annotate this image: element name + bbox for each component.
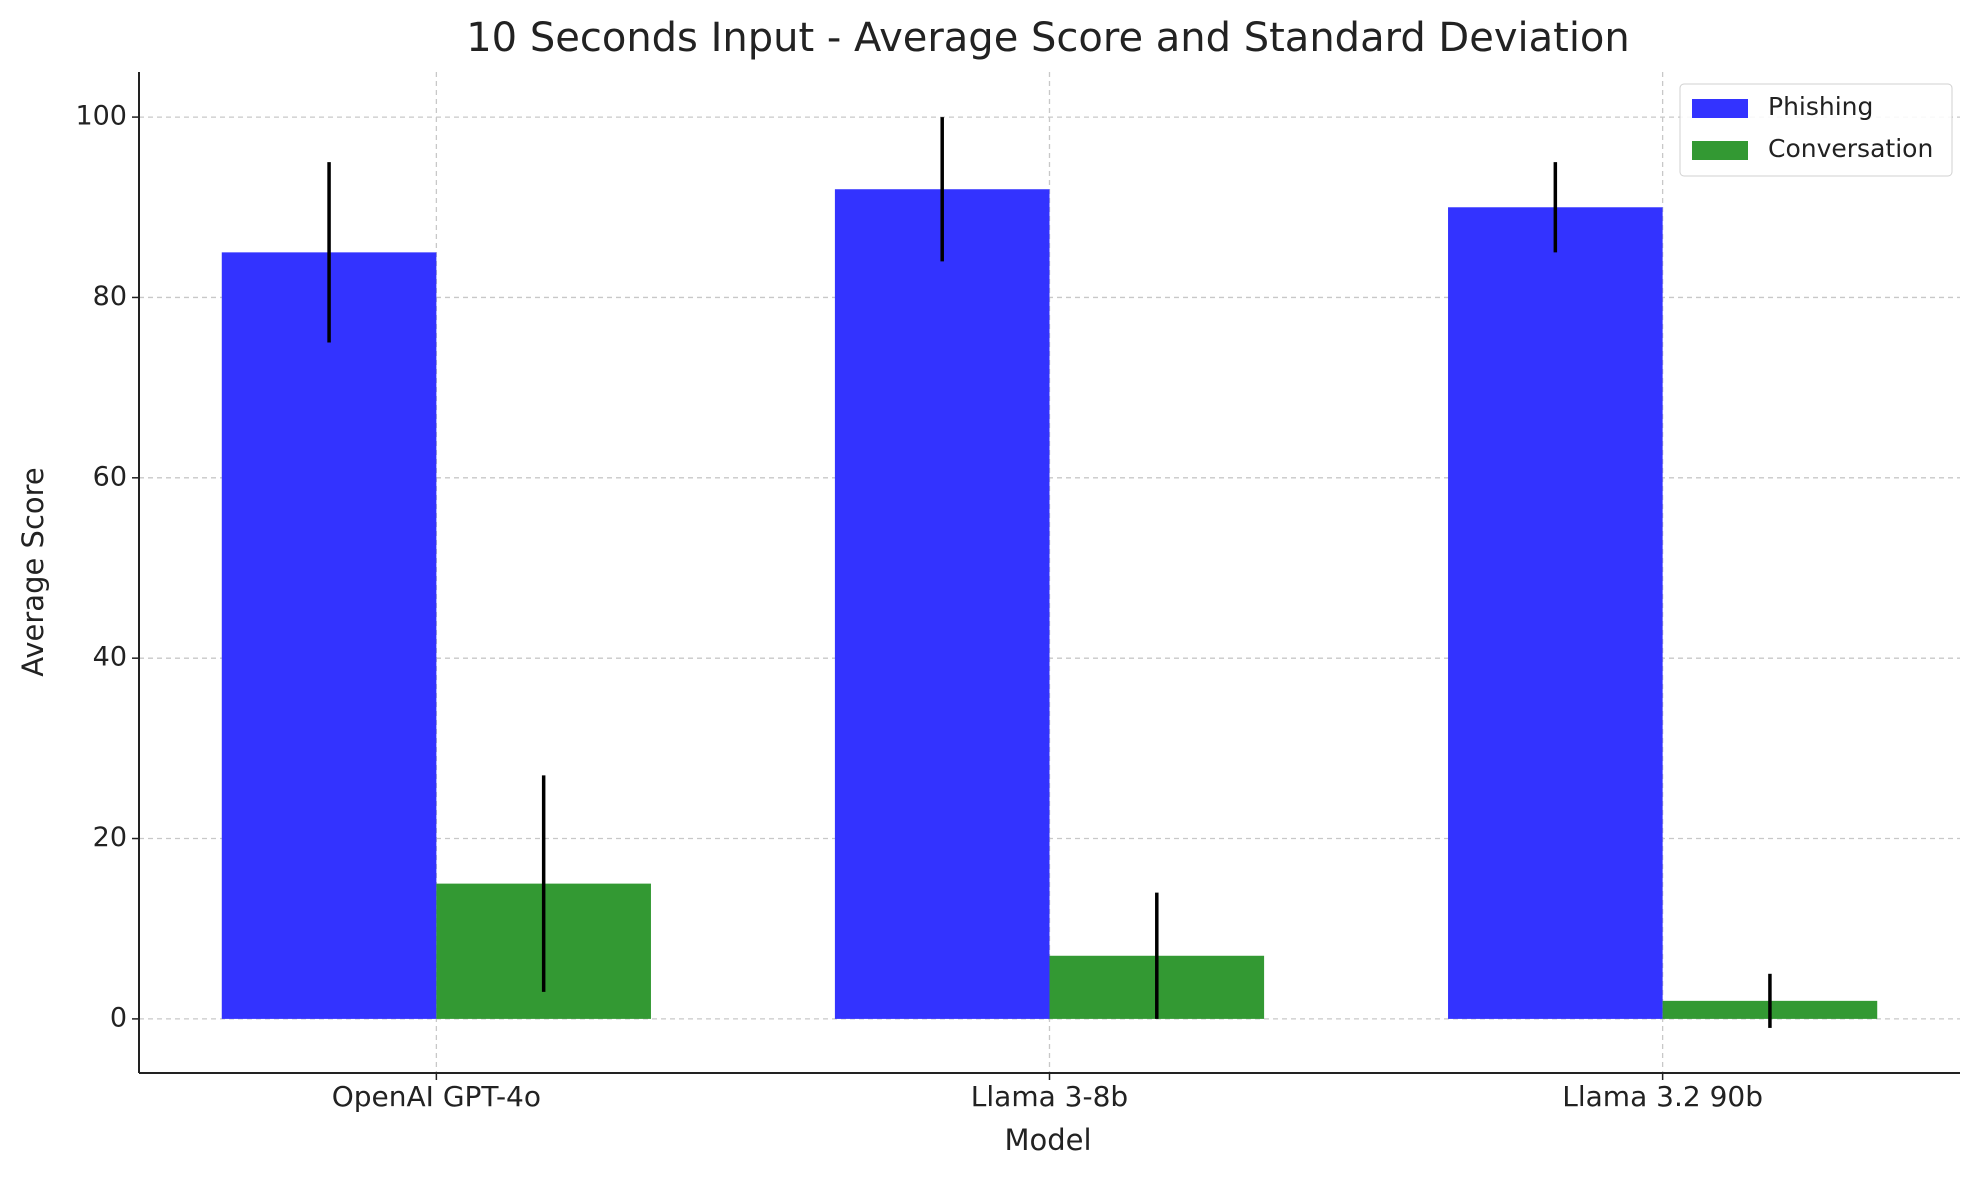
x-tick-label: Llama 3.2 90b [1562,1080,1763,1113]
legend-label: Phishing [1768,92,1873,121]
bar [1448,207,1663,1019]
y-tick-label: 20 [93,822,127,853]
y-tick-label: 100 [75,101,127,132]
bar [221,252,437,1019]
x-axis-label: Model [1004,1123,1091,1157]
legend-label: Conversation [1768,134,1933,163]
x-tick-label: Llama 3-8b [971,1080,1128,1113]
y-axis-label: Average Score [16,467,50,677]
legend-swatch [1692,99,1748,118]
y-tick-label: 0 [110,1002,127,1033]
x-tick-label: OpenAI GPT-4o [332,1080,541,1113]
legend-swatch [1692,141,1748,160]
y-tick-label: 60 [93,461,127,492]
y-tick-label: 40 [93,642,127,673]
y-tick-label: 80 [93,281,127,312]
bar [834,189,1050,1019]
chart-title: 10 Seconds Input - Average Score and Sta… [466,15,1630,61]
